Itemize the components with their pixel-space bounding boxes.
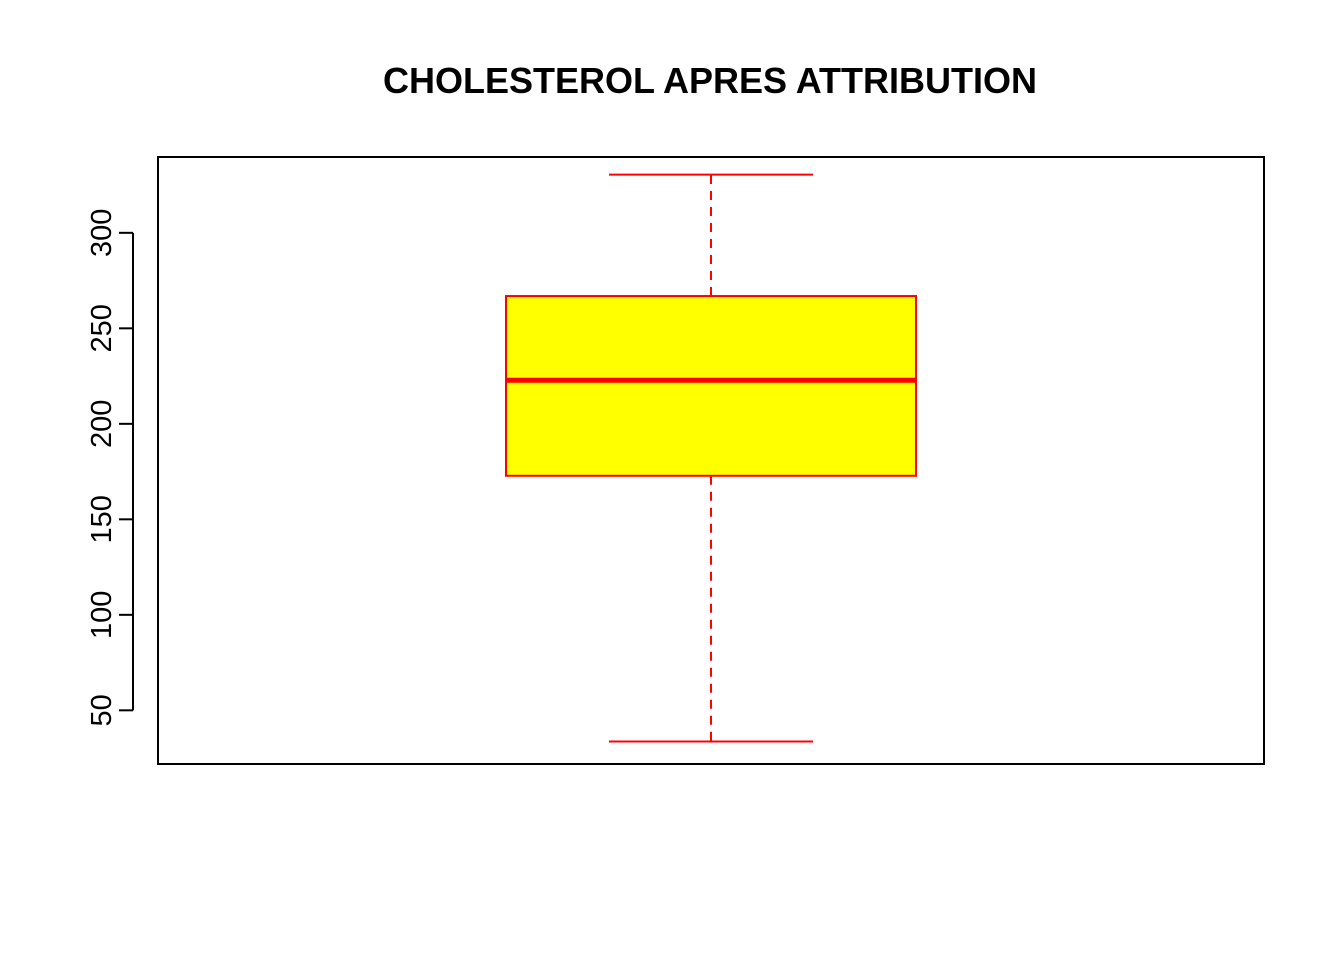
plot-frame bbox=[157, 156, 1265, 765]
y-tick-label: 300 bbox=[86, 209, 118, 257]
chart-title: CHOLESTEROL APRES ATTRIBUTION bbox=[383, 60, 1037, 101]
y-tick-label: 100 bbox=[86, 591, 118, 639]
y-tick-label: 50 bbox=[86, 694, 118, 726]
y-tick-label: 150 bbox=[86, 495, 118, 543]
y-axis: 50 100 150 200 250 300 bbox=[86, 209, 134, 726]
boxplot bbox=[505, 173, 917, 743]
y-tick-label: 200 bbox=[86, 400, 118, 448]
y-tick-label: 250 bbox=[86, 304, 118, 352]
interquartile-box bbox=[505, 295, 917, 477]
